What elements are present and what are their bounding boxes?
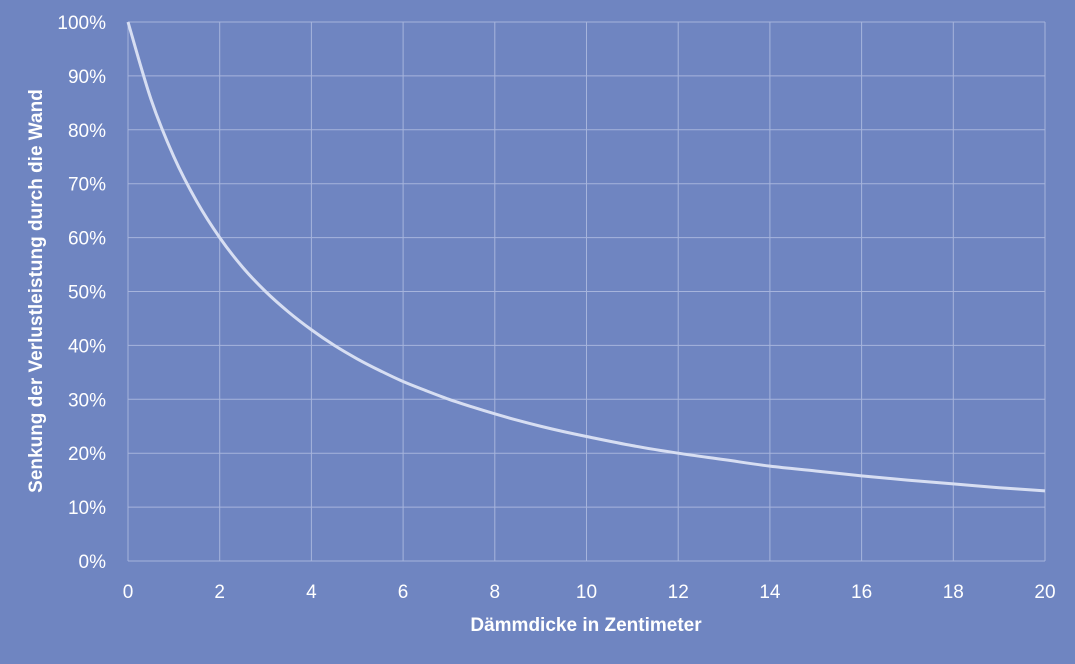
grid <box>127 21 1046 562</box>
x-tick-label: 10 <box>576 582 597 603</box>
y-axis-title: Senkung der Verlustleistung durch die Wa… <box>26 89 47 493</box>
x-axis-title: Dämmdicke in Zentimeter <box>470 615 702 636</box>
x-tick-label: 20 <box>1034 582 1055 603</box>
x-axis-ticks: 0 2 4 6 8 10 12 14 16 18 20 <box>123 582 1056 603</box>
x-tick-label: 12 <box>668 582 689 603</box>
y-tick-label: 50% <box>68 283 106 304</box>
y-tick-label: 40% <box>68 336 106 357</box>
x-tick-label: 0 <box>123 582 134 603</box>
x-tick-label: 4 <box>306 582 317 603</box>
y-tick-label: 80% <box>68 121 106 142</box>
y-tick-label: 70% <box>68 175 106 196</box>
series-layer <box>126 21 1046 493</box>
x-tick-label: 14 <box>759 582 781 603</box>
y-tick-label: 20% <box>68 444 106 465</box>
y-tick-label: 60% <box>68 229 106 250</box>
x-tick-label: 16 <box>851 582 872 603</box>
y-tick-label: 0% <box>79 552 107 573</box>
y-tick-label: 30% <box>68 390 106 411</box>
y-tick-label: 100% <box>57 13 106 34</box>
x-tick-label: 18 <box>943 582 964 603</box>
x-tick-label: 6 <box>398 582 409 603</box>
x-tick-label: 8 <box>490 582 501 603</box>
y-tick-label: 90% <box>68 67 106 88</box>
series-line <box>126 21 1046 493</box>
y-tick-label: 10% <box>68 498 106 519</box>
x-tick-label: 2 <box>214 582 225 603</box>
y-axis-ticks: 0% 10% 20% 30% 40% 50% 60% 70% 80% 90% 100% <box>57 13 106 573</box>
